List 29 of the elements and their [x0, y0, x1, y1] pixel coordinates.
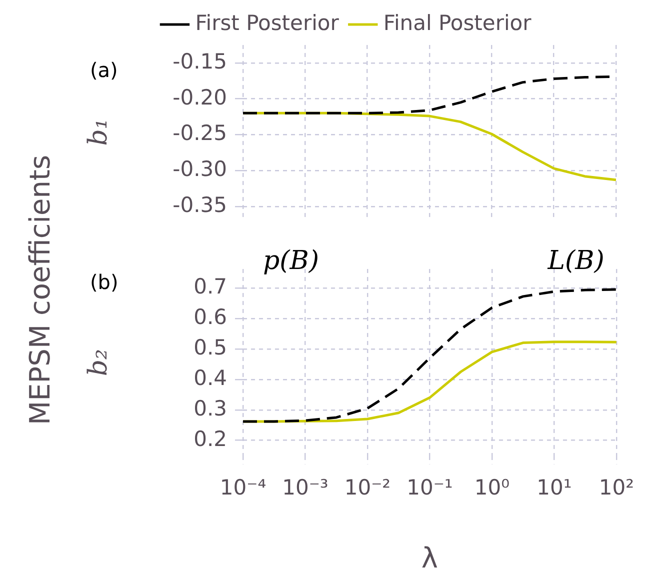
y-tick-label: 0.2	[194, 426, 227, 451]
y-tick-label: 0.6	[194, 304, 227, 329]
annotation: L(B)	[546, 246, 604, 276]
x-tick-label: 10⁻³	[282, 475, 328, 500]
text: (a)	[90, 58, 118, 82]
y-tick-label: -0.15	[172, 49, 227, 74]
line-series	[243, 288, 616, 423]
y-tick-label: 0.7	[194, 274, 227, 298]
legend-label: Final Posterior	[383, 10, 532, 35]
x-tick-label: 10⁻¹	[406, 475, 453, 500]
x-tick-label: 10⁻⁴	[220, 475, 266, 500]
x-tick-label: 10⁻²	[344, 475, 391, 500]
text: (b)	[90, 270, 118, 294]
y-tick-label: 0.4	[194, 366, 227, 390]
legend-label: First Posterior	[195, 10, 340, 35]
y-tick-label: 0.3	[194, 396, 227, 420]
x-tick-label: 10²	[598, 475, 634, 500]
y-tick-label: -0.25	[172, 121, 227, 146]
y-tick-label: -0.30	[172, 157, 227, 182]
x-tick-label: 10⁰	[474, 475, 510, 500]
y-tick-label: -0.20	[172, 85, 227, 110]
y-axis-title: b₁	[83, 118, 114, 146]
text: MEPSM coefficients	[24, 154, 56, 426]
x-axis-title: λ	[421, 541, 438, 574]
y-axis-title: b₂	[83, 349, 114, 376]
x-tick-label: 10¹	[536, 475, 572, 500]
y-tick-label: -0.35	[172, 192, 227, 217]
annotation: p(B)	[263, 246, 320, 276]
y-tick-label: 0.5	[194, 335, 227, 360]
